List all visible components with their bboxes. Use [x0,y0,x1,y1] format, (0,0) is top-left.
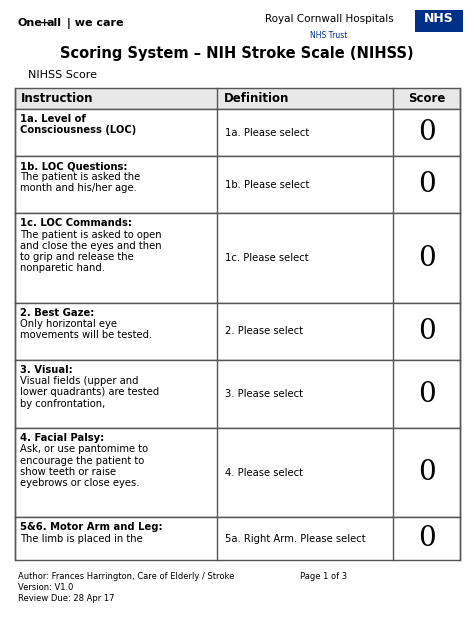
Text: Definition: Definition [223,92,289,105]
Bar [15,88,460,109]
Bar [15,517,460,560]
Text: NHS Trust: NHS Trust [310,31,347,40]
Text: 3. Please select: 3. Please select [226,389,303,399]
Text: by confrontation,: by confrontation, [20,399,105,409]
Bar [415,10,463,32]
Text: Only horizontal eye: Only horizontal eye [20,319,117,329]
Text: +: + [40,18,49,28]
Text: 0: 0 [418,119,436,146]
Text: 1b. Please select: 1b. Please select [226,180,310,190]
Text: 1c. Please select: 1c. Please select [226,253,309,263]
Text: 3. Visual:: 3. Visual: [20,365,73,375]
Text: NIHSS Score: NIHSS Score [28,70,97,80]
Text: and close the eyes and then: and close the eyes and then [20,241,162,251]
Text: nonparetic hand.: nonparetic hand. [20,263,105,273]
Text: all: all [47,18,62,28]
Text: to grip and release the: to grip and release the [20,252,134,262]
Text: Ask, or use pantomime to: Ask, or use pantomime to [20,444,148,454]
Text: month and his/her age.: month and his/her age. [20,183,137,193]
Text: | we care: | we care [63,18,124,29]
Text: Instruction: Instruction [21,92,93,105]
Text: 1a. Level of: 1a. Level of [20,114,86,124]
Text: 1a. Please select: 1a. Please select [226,128,310,137]
Text: 0: 0 [418,244,436,272]
Bar [15,214,460,303]
Text: The limb is placed in the: The limb is placed in the [20,534,143,544]
Text: eyebrows or close eyes.: eyebrows or close eyes. [20,478,139,488]
Text: show teeth or raise: show teeth or raise [20,467,116,477]
Text: 0: 0 [418,171,436,198]
Bar [15,156,460,214]
Text: 0: 0 [418,381,436,408]
Text: NHS: NHS [424,12,454,25]
Text: 0: 0 [418,318,436,345]
Bar [15,303,460,360]
Text: 5&6. Motor Arm and Leg:: 5&6. Motor Arm and Leg: [20,522,163,532]
Text: Score: Score [408,92,445,105]
Text: Review Due: 28 Apr 17: Review Due: 28 Apr 17 [18,594,115,603]
Text: The patient is asked the: The patient is asked the [20,172,140,182]
Text: 1b. LOC Questions:: 1b. LOC Questions: [20,161,128,171]
Text: Page 1 of 3: Page 1 of 3 [300,572,347,581]
Text: movements will be tested.: movements will be tested. [20,330,152,340]
Text: Version: V1.0: Version: V1.0 [18,583,73,592]
Text: Scoring System – NIH Stroke Scale (NIHSS): Scoring System – NIH Stroke Scale (NIHSS… [60,46,414,61]
Text: 1c. LOC Commands:: 1c. LOC Commands: [20,219,132,229]
Text: 4. Please select: 4. Please select [226,468,303,478]
Text: 2. Best Gaze:: 2. Best Gaze: [20,307,94,318]
Text: 0: 0 [418,459,436,486]
Bar [15,360,460,428]
Text: 4. Facial Palsy:: 4. Facial Palsy: [20,433,104,443]
Text: lower quadrants) are tested: lower quadrants) are tested [20,387,159,398]
Text: 2. Please select: 2. Please select [226,326,304,336]
Bar [15,109,460,156]
Text: encourage the patient to: encourage the patient to [20,455,144,466]
Text: The patient is asked to open: The patient is asked to open [20,229,162,239]
Text: 5a. Right Arm. Please select: 5a. Right Arm. Please select [226,534,366,544]
Bar [15,428,460,517]
Text: 0: 0 [418,525,436,553]
Text: One: One [18,18,43,28]
Text: Royal Cornwall Hospitals: Royal Cornwall Hospitals [265,14,394,24]
Text: Visual fields (upper and: Visual fields (upper and [20,376,138,386]
Text: Consciousness (LOC): Consciousness (LOC) [20,125,136,135]
Text: Author: Frances Harrington, Care of Elderly / Stroke: Author: Frances Harrington, Care of Elde… [18,572,234,581]
